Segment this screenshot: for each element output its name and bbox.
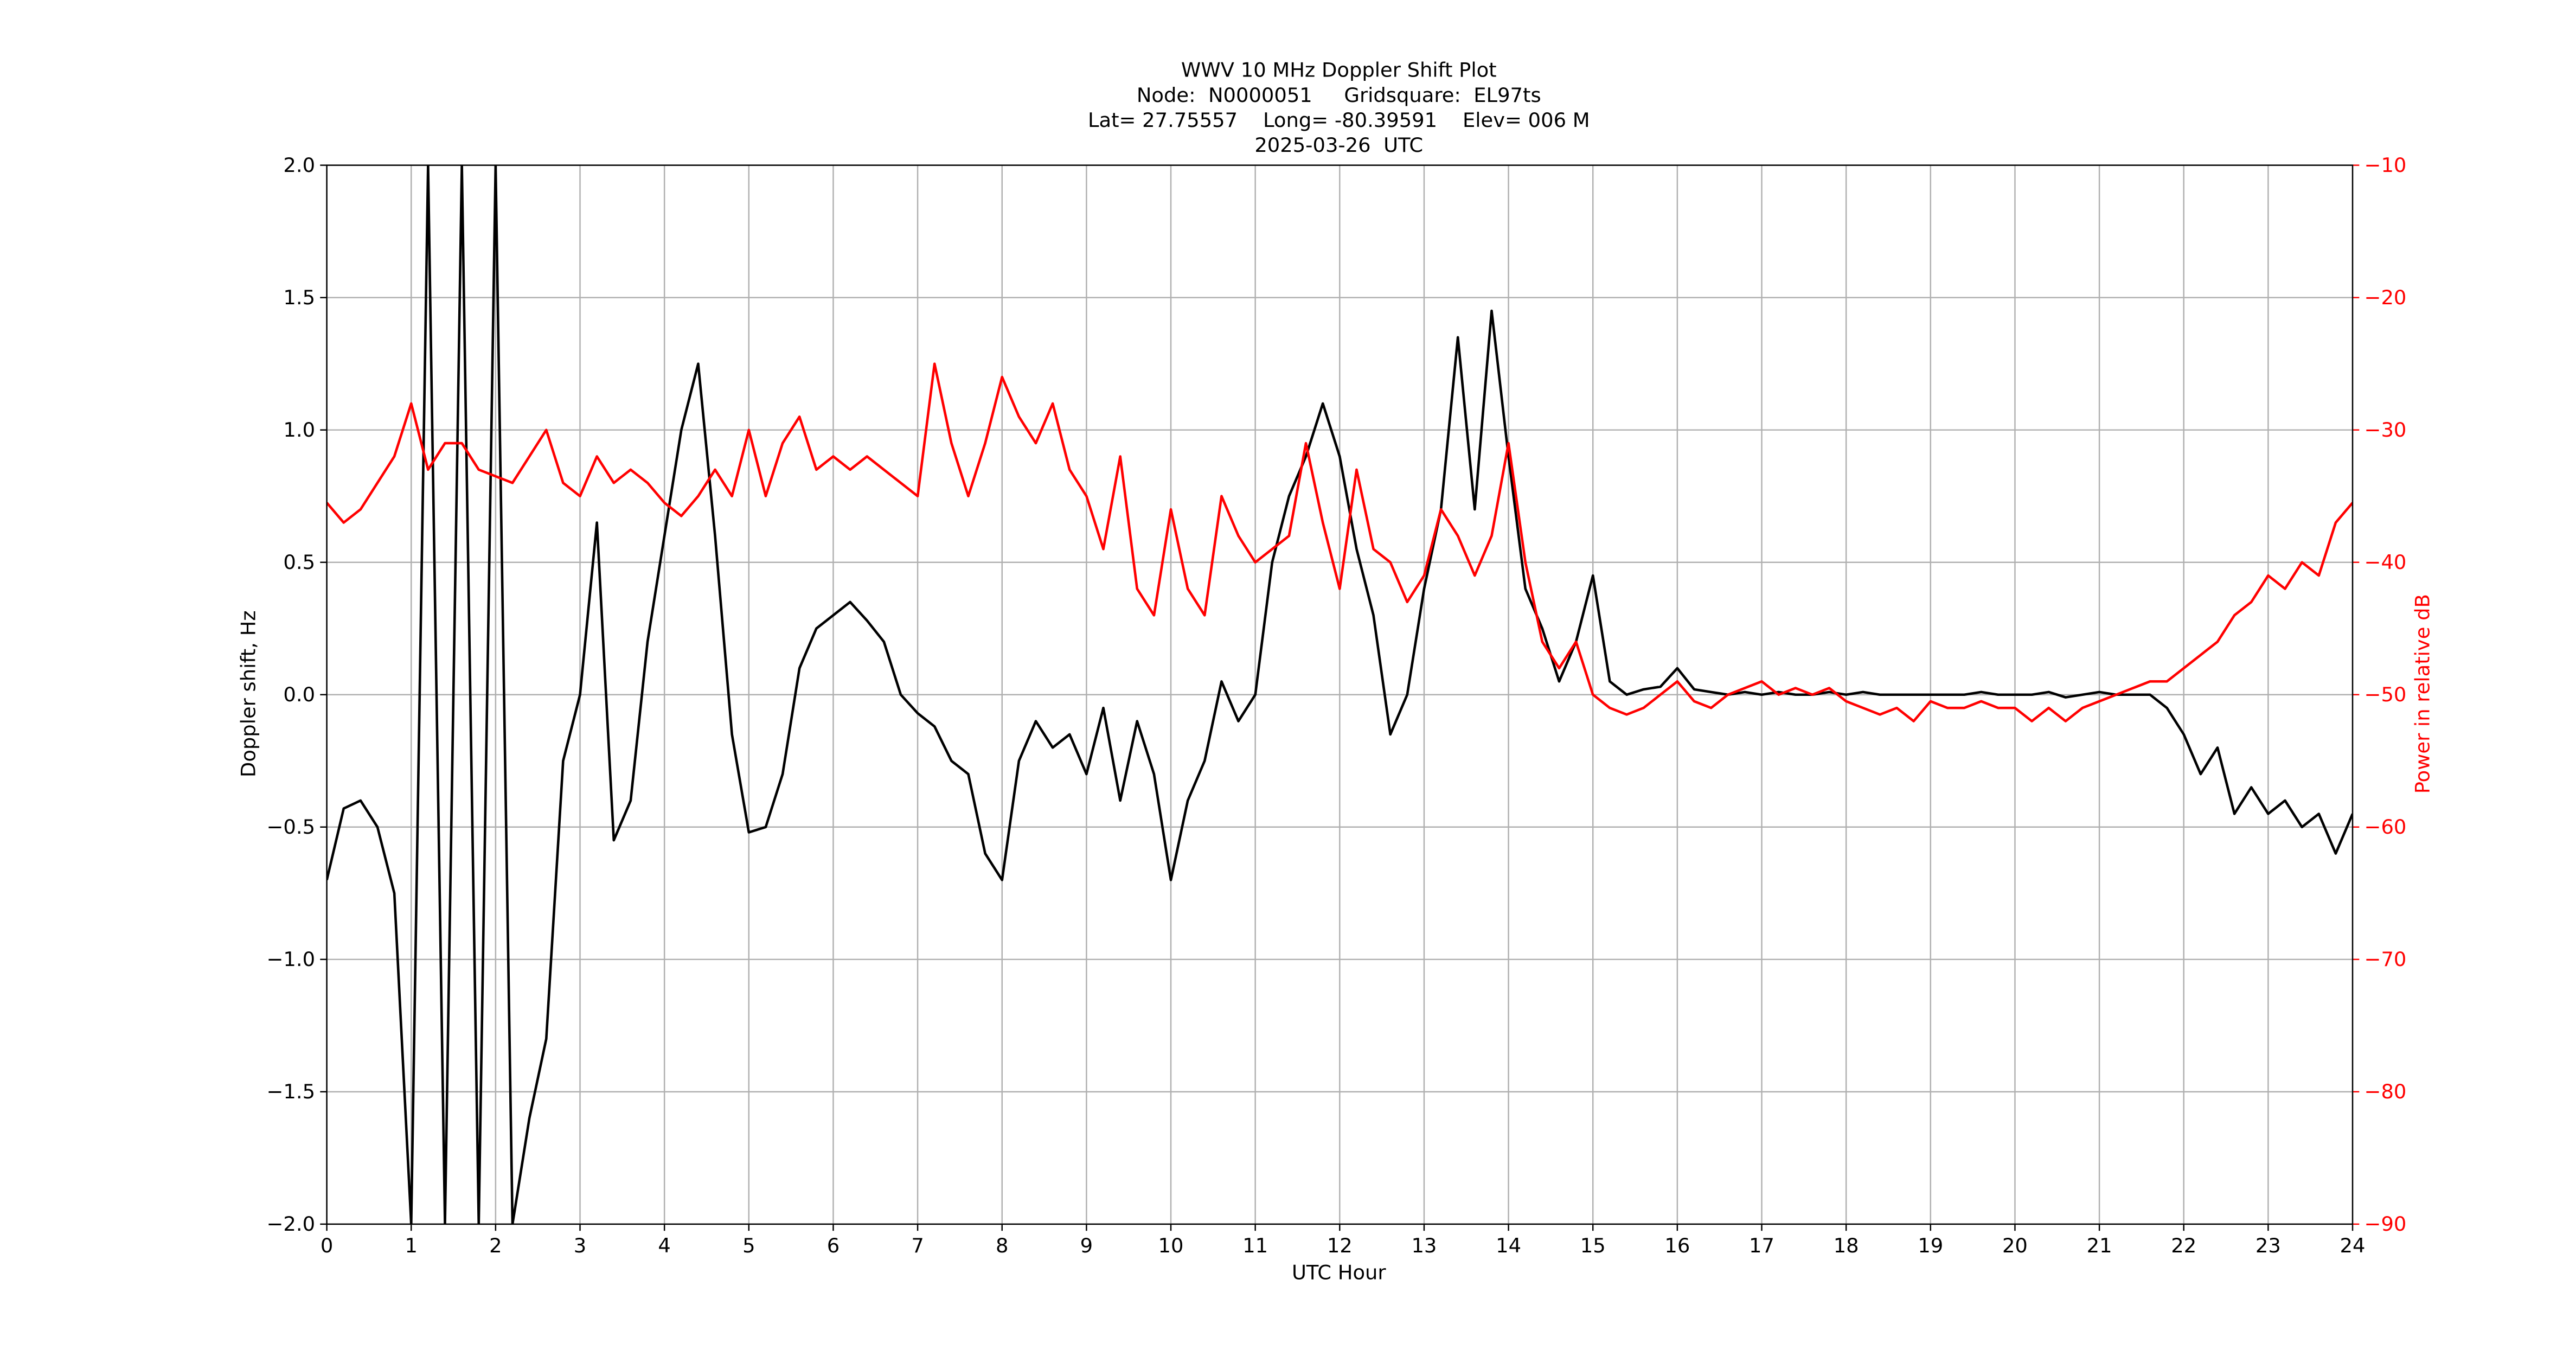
x-tick-label: 8 bbox=[996, 1234, 1008, 1257]
x-tick-label: 19 bbox=[1918, 1234, 1943, 1257]
x-tick-label: 11 bbox=[1242, 1234, 1268, 1257]
x-tick-label: 3 bbox=[574, 1234, 586, 1257]
x-tick-label: 18 bbox=[1834, 1234, 1859, 1257]
y2-axis-label: Power in relative dB bbox=[2411, 594, 2434, 794]
y-tick-label: 1.0 bbox=[283, 418, 315, 442]
y-tick-label: −1.0 bbox=[267, 948, 316, 971]
y-axis-label: Doppler shift, Hz bbox=[236, 610, 260, 777]
y2-tick-label: −30 bbox=[2364, 418, 2407, 442]
y2-tick-label: −40 bbox=[2364, 551, 2407, 574]
y-tick-label: 2.0 bbox=[283, 153, 315, 177]
y2-tick-label: −20 bbox=[2364, 286, 2407, 309]
x-tick-label: 23 bbox=[2255, 1234, 2281, 1257]
x-axis-label: UTC Hour bbox=[1292, 1261, 1386, 1284]
x-tick-label: 20 bbox=[2002, 1234, 2028, 1257]
x-tick-label: 2 bbox=[489, 1234, 502, 1257]
x-tick-label: 24 bbox=[2340, 1234, 2366, 1257]
title-line: 2025-03-26 UTC bbox=[1254, 133, 1423, 157]
x-tick-label: 4 bbox=[658, 1234, 670, 1257]
x-tick-label: 21 bbox=[2087, 1234, 2112, 1257]
y-tick-label: 1.5 bbox=[283, 286, 315, 309]
title-line: Lat= 27.75557 Long= -80.39591 Elev= 006 … bbox=[1088, 108, 1590, 132]
y2-tick-label: −10 bbox=[2364, 153, 2407, 177]
y-tick-label: 0.5 bbox=[283, 551, 315, 574]
y2-tick-label: −80 bbox=[2364, 1080, 2407, 1103]
y-tick-label: −2.0 bbox=[267, 1212, 316, 1236]
x-tick-label: 12 bbox=[1327, 1234, 1353, 1257]
x-tick-label: 13 bbox=[1411, 1234, 1437, 1257]
x-tick-label: 7 bbox=[911, 1234, 924, 1257]
y2-tick-label: −90 bbox=[2364, 1212, 2407, 1236]
title-line: WWV 10 MHz Doppler Shift Plot bbox=[1181, 59, 1497, 82]
x-tick-label: 6 bbox=[827, 1234, 840, 1257]
x-tick-label: 1 bbox=[405, 1234, 417, 1257]
y2-tick-label: −60 bbox=[2364, 815, 2407, 839]
x-tick-label: 9 bbox=[1080, 1234, 1093, 1257]
x-tick-label: 14 bbox=[1496, 1234, 1521, 1257]
plot-frame bbox=[326, 164, 2354, 1225]
y-tick-label: −0.5 bbox=[267, 815, 316, 839]
x-tick-label: 10 bbox=[1158, 1234, 1184, 1257]
y2-tick-label: −50 bbox=[2364, 683, 2407, 706]
title-line: Node: N0000051 Gridsquare: EL97ts bbox=[1137, 84, 1541, 107]
x-tick-label: 16 bbox=[1664, 1234, 1690, 1257]
plot-area bbox=[326, 165, 2353, 1224]
series-line bbox=[326, 165, 2353, 1224]
x-tick-label: 15 bbox=[1580, 1234, 1606, 1257]
series-line bbox=[326, 362, 2353, 722]
y2-tick-label: −70 bbox=[2364, 948, 2407, 971]
x-tick-label: 17 bbox=[1749, 1234, 1774, 1257]
x-tick-label: 22 bbox=[2171, 1234, 2196, 1257]
y-tick-label: −1.5 bbox=[267, 1080, 316, 1103]
x-tick-label: 5 bbox=[742, 1234, 755, 1257]
x-tick-label: 0 bbox=[321, 1234, 333, 1257]
y-tick-label: 0.0 bbox=[283, 683, 315, 706]
